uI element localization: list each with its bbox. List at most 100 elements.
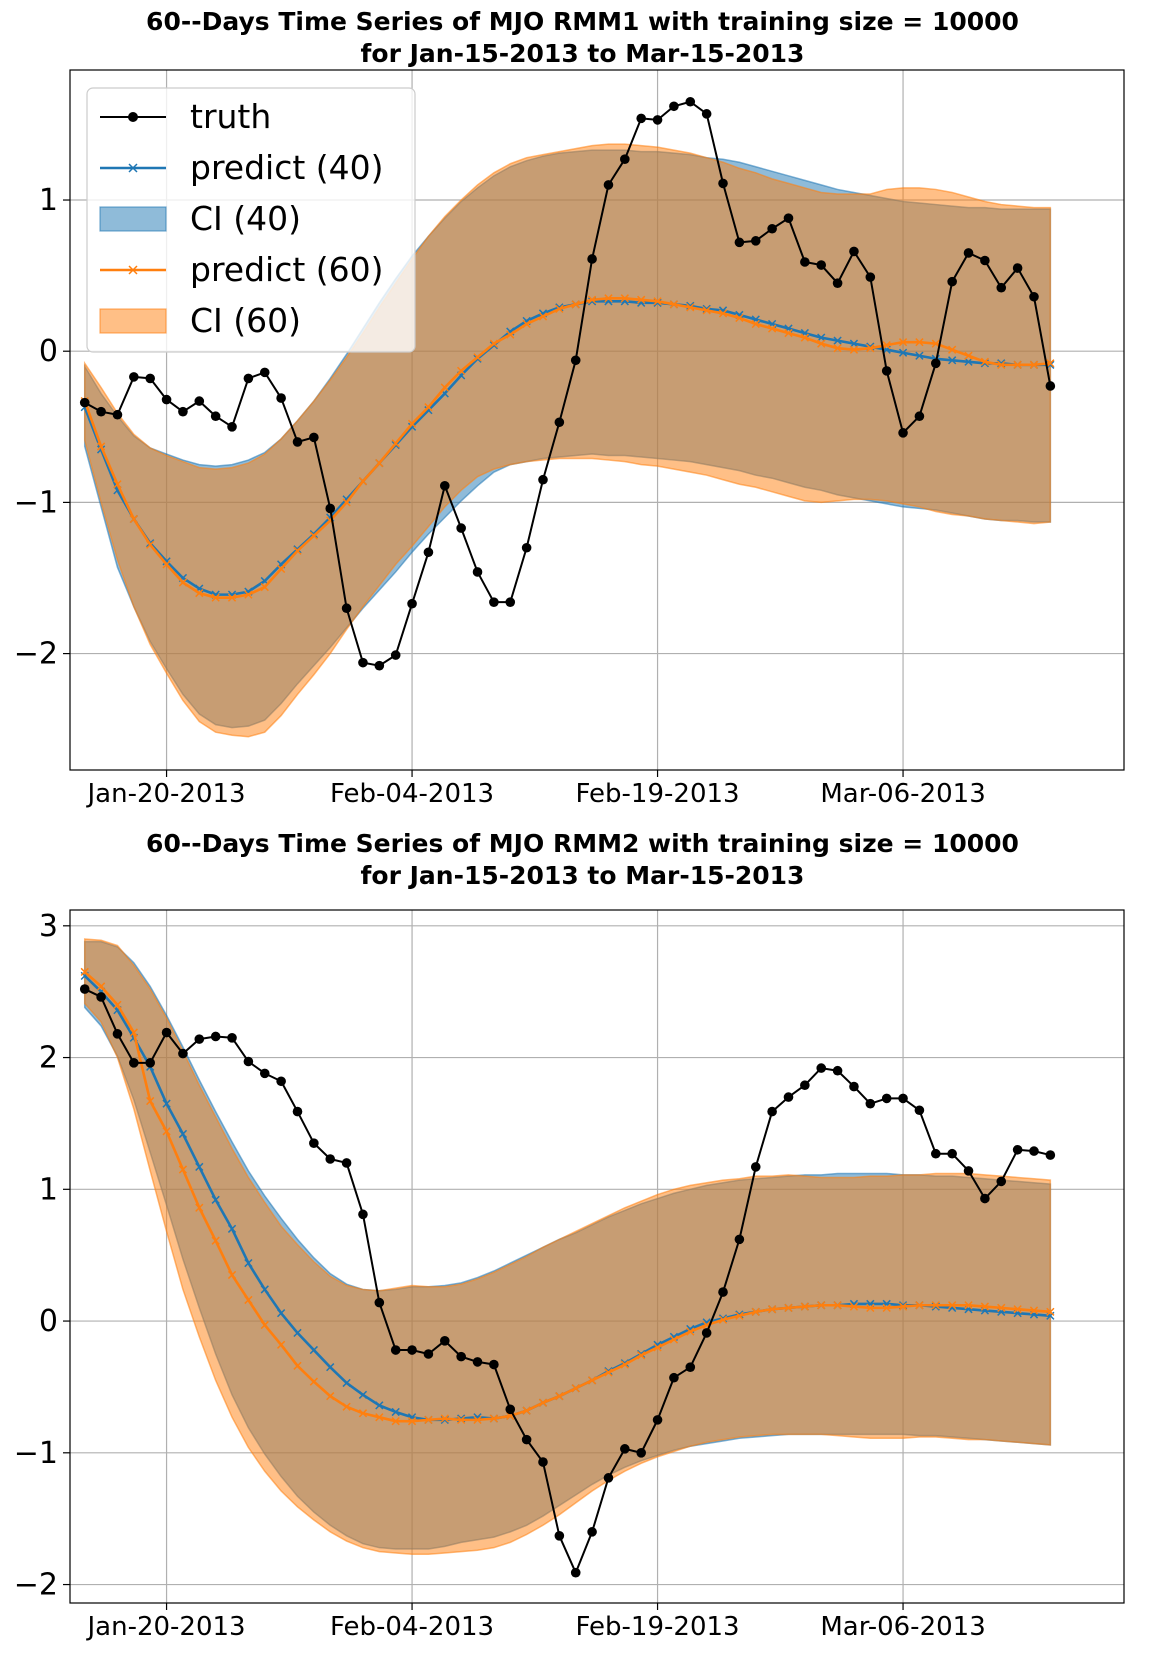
rmm1-marker-x <box>375 458 384 468</box>
rmm2-marker-x <box>571 1384 580 1393</box>
rmm2-truth-point <box>898 1093 908 1104</box>
rmm1-marker-x <box>669 300 679 309</box>
rmm1-marker-x <box>457 366 466 375</box>
rmm2-marker-x <box>489 1414 499 1423</box>
rmm1-truth-point <box>276 393 286 403</box>
rmm2-truth-point <box>1045 1150 1056 1160</box>
rmm2-truth-point <box>521 1434 532 1445</box>
rmm1-marker-x <box>1029 360 1039 369</box>
rmm2-marker-x <box>604 1368 613 1377</box>
rmm2-marker-x <box>653 1343 662 1352</box>
rmm2-marker-x <box>669 1335 679 1344</box>
rmm2-truth-point <box>930 1148 941 1159</box>
rmm1-truth-point <box>767 223 777 234</box>
rmm2-marker-x <box>80 967 89 977</box>
rmm2-truth-point <box>194 1034 205 1044</box>
rmm1-truth-point <box>783 213 794 223</box>
rmm2-marker-x <box>195 1203 204 1212</box>
rmm2-marker-x <box>882 1303 891 1313</box>
rmm1-marker-x <box>211 593 220 602</box>
rmm1-plot-area <box>79 96 1056 738</box>
rmm1-truth-point <box>210 411 221 422</box>
rmm1-truth-point <box>325 503 336 514</box>
rmm1-marker-x <box>964 357 973 366</box>
rmm1-truth-point <box>750 236 761 246</box>
rmm2-truth-point <box>849 1081 859 1092</box>
rmm1-marker-x <box>227 593 237 602</box>
rmm2-marker-x <box>407 1417 417 1426</box>
rmm1-truth-point <box>620 154 630 165</box>
rmm1-marker-x <box>702 306 711 315</box>
rmm2-truth-point <box>358 1209 368 1220</box>
legend-label-ci40: CI (40) <box>190 199 301 238</box>
legend-marker-truth <box>128 112 138 122</box>
rmm2-truth-point <box>423 1349 434 1359</box>
rmm1-marker-x <box>849 345 859 354</box>
rmm2-marker-x <box>997 1303 1006 1313</box>
rmm1-marker-x <box>162 560 171 569</box>
rmm2-predict60-markers <box>80 967 1055 1426</box>
rmm2-marker-x <box>358 1409 368 1418</box>
rmm1-truth-point <box>669 101 679 112</box>
rmm2-chart-panel: 60--Days Time Series of MJO RMM2 with tr… <box>0 829 1165 1661</box>
rmm1-truth-point <box>341 603 352 614</box>
rmm2-truth-point <box>145 1058 155 1068</box>
legend-label-predict60: predict (60) <box>190 250 384 289</box>
rmm1-marker-x <box>244 590 253 599</box>
rmm2-marker-x <box>358 1390 368 1399</box>
rmm1-truth-point <box>292 437 303 447</box>
rmm1-marker-x <box>195 588 204 598</box>
rmm1-marker-x <box>620 294 629 303</box>
rmm1-truth-point <box>1012 263 1023 273</box>
rmm1-title-line2: for Jan-15-2013 to Mar-15-2013 <box>360 39 805 68</box>
rmm1-marker-x <box>767 324 777 333</box>
rmm2-marker-x <box>718 1315 728 1324</box>
rmm2-marker-x <box>342 1402 351 1411</box>
rmm2-ci60-band <box>83 938 1052 1555</box>
rmm2-marker-x <box>178 1129 188 1139</box>
rmm1-marker-x <box>1013 360 1022 369</box>
rmm1-marker-x <box>473 353 482 362</box>
rmm2-marker-x <box>1029 1306 1039 1315</box>
rmm2-truth-point <box>800 1080 810 1091</box>
rmm2-axes-frame <box>69 909 1125 1604</box>
rmm1-truth-point <box>603 180 614 190</box>
rmm2-truth-point <box>456 1351 466 1362</box>
legend-label-truth: truth <box>190 97 271 136</box>
rmm2-marker-x <box>162 1099 171 1108</box>
rmm2-truth-point <box>816 1063 827 1073</box>
rmm1-truth-point <box>145 373 155 384</box>
rmm1-marker-x <box>538 312 548 321</box>
rmm2-x-tick-label: Feb-04-2013 <box>330 1612 494 1642</box>
rmm1-marker-x <box>391 439 400 448</box>
rmm2-marker-x <box>391 1407 400 1417</box>
rmm1-marker-x <box>178 578 188 587</box>
rmm2-truth-point <box>881 1093 892 1104</box>
rmm2-marker-x <box>817 1301 826 1310</box>
rmm1-marker-x <box>948 345 957 354</box>
rmm2-marker-x <box>227 1224 237 1233</box>
rmm2-marker-x <box>833 1301 842 1310</box>
rmm2-marker-x <box>146 1096 155 1106</box>
rmm2-marker-x <box>276 1309 286 1318</box>
rmm1-truth-point <box>554 417 565 428</box>
rmm1-truth-point <box>129 372 139 382</box>
rmm1-truth-point <box>947 276 957 287</box>
rmm2-marker-x <box>735 1311 744 1320</box>
rmm2-marker-x <box>440 1414 449 1423</box>
rmm2-marker-x <box>326 1392 335 1401</box>
rmm2-truth-point <box>832 1065 843 1076</box>
rmm1-truth-point <box>734 237 745 248</box>
rmm1-truth-point <box>996 282 1007 293</box>
rmm1-marker-x <box>358 477 368 486</box>
rmm2-marker-x <box>260 1320 269 1330</box>
rmm2-marker-x <box>391 1417 400 1426</box>
rmm1-truth-point <box>832 278 843 288</box>
rmm1-marker-x <box>931 339 940 348</box>
rmm1-marker-x <box>833 336 842 345</box>
rmm1-truth-point <box>456 523 466 533</box>
rmm1-truth-point <box>439 480 450 491</box>
rmm2-marker-x <box>931 1301 940 1310</box>
rmm2-truth-point <box>1029 1146 1039 1156</box>
rmm1-predict40-markers <box>80 297 1055 599</box>
